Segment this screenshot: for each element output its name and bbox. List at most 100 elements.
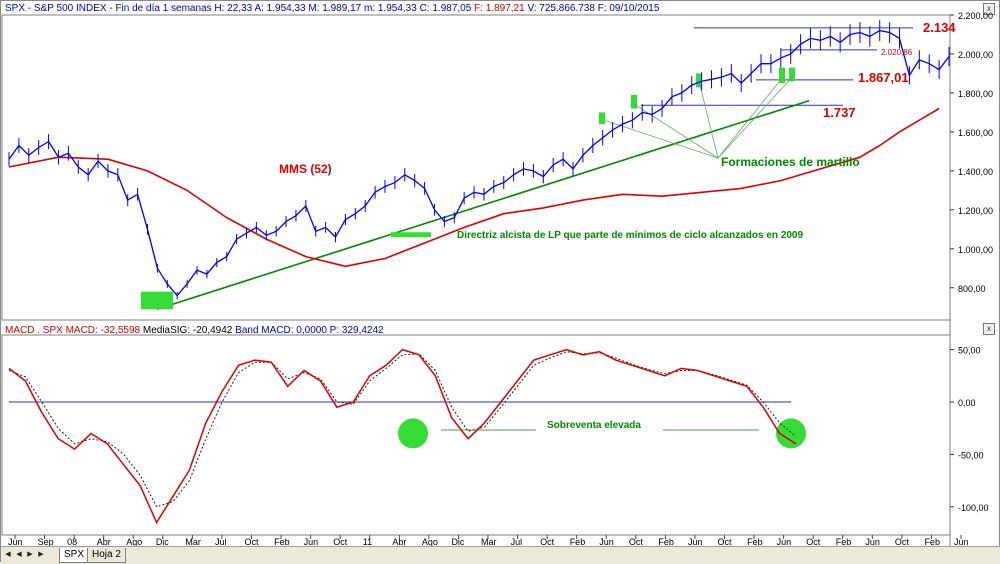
x-tick-label: Jul [511,537,523,546]
x-tick-label: Oct [245,537,260,546]
oversold-circle-1 [398,418,428,449]
x-tick-label: Oct [718,537,733,546]
price-line [8,29,950,297]
signal-line [8,351,797,508]
macd-y-axis: 50,00 0,00 -50,00 -100,00 [950,346,989,513]
price-y-tick-label: 1.200,00 [958,206,993,216]
oversold-label: Sobreventa elevada [547,420,641,431]
price-y-tick-label: 2.200,00 [958,11,993,21]
header-index-name: S&P 500 INDEX [33,3,107,14]
macd-line [8,348,797,525]
chart-canvas[interactable]: 2.134 2.020,86 1.867,01 1.737 MMS (52) F… [1,1,1000,546]
x-tick-label: Jun [599,537,614,546]
next-sheet-icon[interactable]: ▶ [27,551,33,558]
price-y-tick-label: 2.000,00 [958,50,993,60]
header-high: M: 1.989,17 [308,3,362,14]
signal-label: MediaSIG: [142,325,191,336]
prev-sheet-icon[interactable]: ◀ [16,551,22,558]
x-tick-label: Sep [38,537,54,546]
x-tick-label: Mar [481,537,497,546]
macd-y-tick-label: -100,00 [958,503,989,513]
x-tick-label: Ago [126,537,142,546]
x-tick-label: Oct [629,537,644,546]
low-2009-highlight [141,291,173,310]
x-tick-label: 11 [363,537,372,546]
x-axis: Jun Sep 08 Abr Ago Dic Mar Jul Oct Feb Jun Oct 11 Abr… [8,535,969,546]
macd-header: MACD . SPX MACD: -32,5598 MediaSIG: -20,… [5,325,384,336]
x-tick-label: Oct [540,537,555,546]
level-1867-label: 1.867,01 [858,70,909,85]
price-y-tick-label: 1.800,00 [958,89,993,99]
x-tick-label: Feb [570,537,586,546]
header-date: F: 09/10/2015 [597,3,660,14]
ma-label: MMS (52) [279,162,332,176]
x-tick-label: Jun [304,537,319,546]
macd-pane-border [1,334,951,536]
hammer-highlight [789,67,795,82]
macd-annotations: Sobreventa elevada [547,420,641,431]
x-tick-label: Feb [747,537,763,546]
macd-y-tick-label: 50,00 [958,346,981,356]
p-value: P: 329,4242 [329,325,384,336]
ma-52-line [8,107,940,268]
price-pane [1,14,951,546]
x-tick-label: Oct [806,537,821,546]
tab-hoja-2[interactable]: Hoja 2 [87,548,126,563]
x-tick-label: Mar [185,537,201,546]
last-sheet-icon[interactable]: ▶ [38,551,44,558]
header-dash: - [27,3,32,14]
price-annotations: 2.134 2.020,86 1.867,01 1.737 MMS (52) F… [279,20,956,241]
x-tick-label: Feb [924,537,940,546]
macd-symbol: . SPX MACD: [37,325,98,336]
hammer-pointer [698,81,719,159]
x-tick-label: Jul [215,537,227,546]
level-2134-label: 2.134 [923,20,956,35]
hammer-highlight [599,112,605,125]
close-macd-pane-icon[interactable]: x [983,323,995,335]
hammer-highlight [631,94,637,109]
sheet-tabs-bar: ◀ ◀ ▶ ▶ SPX Hoja 2 [1,546,1000,564]
tab-spx[interactable]: SPX [59,548,90,563]
x-tick-label: Jun [688,537,703,546]
x-tick-label: Oct [895,537,910,546]
x-tick-label: Jun [777,537,792,546]
header-low: m: 1.954,33 [363,3,417,14]
x-tick-label: Jun [8,537,23,546]
x-tick-label: Dic [451,537,464,546]
x-tick-label: Feb [274,537,290,546]
x-tick-label: Abr [97,537,111,546]
macd-name: MACD [5,325,35,336]
chart-marks [8,20,950,525]
signal-value: -20,4942 [192,325,233,336]
price-y-tick-label: 1.400,00 [958,167,993,177]
long-term-trendline [156,99,810,310]
header-close: C: 1.987,05 [419,3,472,14]
price-y-tick-label: 1.000,00 [958,245,993,255]
macd-value: -32,5598 [100,325,141,336]
price-y-tick-label: 1.600,00 [958,128,993,138]
band-macd-value: MACD: 0,0000 [261,325,327,336]
x-tick-label: Jun [865,537,880,546]
hammer-pointer [717,79,782,159]
x-tick-label: Feb [658,537,674,546]
header-hour: H: 22,33 [214,3,253,14]
hammer-formations-label: Formaciones de martillo [721,155,860,169]
band-label: Band [235,325,259,336]
macd-y-tick-label: -50,00 [958,450,984,460]
first-sheet-icon[interactable]: ◀ [5,551,11,558]
header-volume: V: 725.866.738 [527,3,595,14]
macd-pane [1,334,951,536]
hammer-pointer [717,77,793,159]
price-y-axis: 2.200,00 2.000,00 1.800,00 1.600,00 1.400,00… [950,11,993,294]
x-tick-label: Dic [156,537,169,546]
x-tick-label: 08 [67,537,77,546]
header-period: - Fin de día 1 semanas [109,3,212,14]
hammer-pointer [603,119,719,159]
level-2020-label: 2.020,86 [881,48,913,57]
hammer-highlight [696,73,702,88]
close-pane-icon[interactable]: x [983,3,995,15]
header-open: A: 1.954,33 [254,3,306,14]
x-tick-label: Jun [954,537,969,546]
x-tick-label: Abr [392,537,406,546]
